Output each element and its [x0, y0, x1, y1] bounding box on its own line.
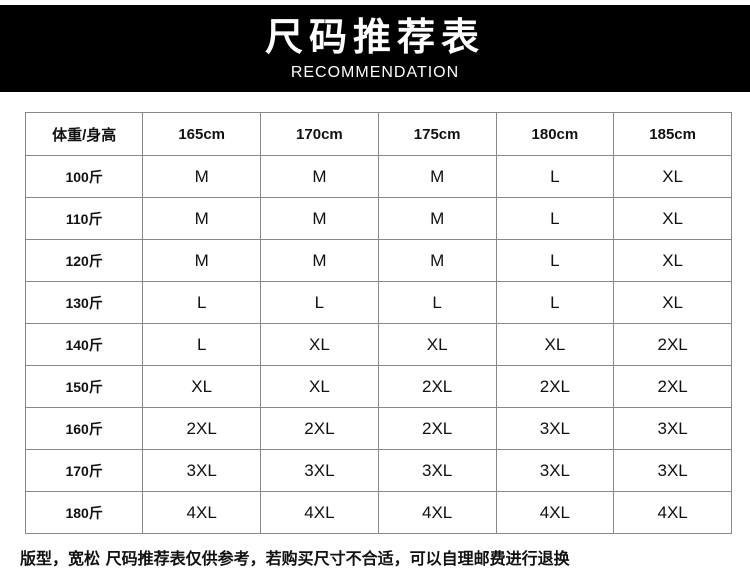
size-cell: 2XL	[613, 323, 732, 366]
size-cell: XL	[613, 197, 732, 240]
size-cell: L	[495, 281, 615, 324]
size-cell: M	[377, 239, 497, 282]
size-cell: XL	[613, 281, 732, 324]
size-cell: 3XL	[377, 449, 497, 492]
table-row: 110斤 M M M L XL	[24, 197, 732, 240]
size-cell: M	[377, 155, 497, 198]
size-cell: M	[142, 239, 262, 282]
size-cell: M	[142, 155, 262, 198]
row-header: 170斤	[24, 449, 144, 492]
size-cell: 3XL	[613, 407, 732, 450]
row-header: 150斤	[24, 365, 144, 408]
size-cell: 4XL	[495, 491, 615, 534]
size-cell: M	[142, 197, 262, 240]
size-cell: 2XL	[377, 407, 497, 450]
title-banner: 尺码推荐表 RECOMMENDATION	[0, 5, 750, 92]
table-row: 120斤 M M M L XL	[24, 239, 732, 282]
size-cell: 3XL	[613, 449, 732, 492]
size-cell: M	[260, 155, 379, 198]
size-cell: L	[142, 323, 262, 366]
column-header: 170cm	[260, 112, 379, 156]
size-cell: XL	[495, 323, 615, 366]
table-row: 100斤 M M M L XL	[24, 155, 732, 198]
table-row: 170斤 3XL 3XL 3XL 3XL 3XL	[24, 449, 732, 492]
row-header: 120斤	[24, 239, 144, 282]
table-row: 130斤 L L L L XL	[24, 281, 732, 324]
column-header: 180cm	[495, 112, 615, 156]
size-cell: XL	[377, 323, 497, 366]
row-header: 160斤	[24, 407, 144, 450]
column-header: 185cm	[613, 112, 732, 156]
size-cell: XL	[142, 365, 262, 408]
table-row: 150斤 XL XL 2XL 2XL 2XL	[24, 365, 732, 408]
size-cell: 3XL	[495, 407, 615, 450]
table-header-row: 体重/身高 165cm 170cm 175cm 180cm 185cm	[24, 112, 732, 156]
size-cell: 4XL	[613, 491, 732, 534]
size-cell: 2XL	[260, 407, 379, 450]
size-cell: M	[260, 239, 379, 282]
page-title: 尺码推荐表	[264, 15, 485, 59]
size-cell: 4XL	[377, 491, 497, 534]
corner-header: 体重/身高	[24, 112, 144, 156]
size-cell: 3XL	[260, 449, 379, 492]
table-row: 140斤 L XL XL XL 2XL	[24, 323, 732, 366]
table-row: 180斤 4XL 4XL 4XL 4XL 4XL	[24, 491, 732, 534]
size-cell: 3XL	[495, 449, 615, 492]
size-table: 体重/身高 165cm 170cm 175cm 180cm 185cm 100斤…	[24, 112, 732, 534]
size-cell: 4XL	[260, 491, 379, 534]
size-cell: L	[142, 281, 262, 324]
size-cell: M	[377, 197, 497, 240]
size-cell: 3XL	[142, 449, 262, 492]
page-subtitle: RECOMMENDATION	[290, 64, 460, 81]
size-cell: 2XL	[495, 365, 615, 408]
size-cell: L	[260, 281, 379, 324]
row-header: 110斤	[24, 197, 144, 240]
footer-note: 版型，宽松 尺码推荐表仅供参考，若购买尺寸不合适，可以自理邮费进行退换	[20, 549, 570, 568]
column-header: 165cm	[142, 112, 262, 156]
size-cell: M	[260, 197, 379, 240]
size-cell: XL	[613, 155, 732, 198]
row-header: 130斤	[24, 281, 144, 324]
size-cell: 4XL	[142, 491, 262, 534]
column-header: 175cm	[377, 112, 497, 156]
size-cell: XL	[613, 239, 732, 282]
size-cell: 2XL	[377, 365, 497, 408]
size-cell: XL	[260, 365, 379, 408]
table-row: 160斤 2XL 2XL 2XL 3XL 3XL	[24, 407, 732, 450]
size-cell: 2XL	[142, 407, 262, 450]
size-cell: L	[377, 281, 497, 324]
size-cell: L	[495, 155, 615, 198]
size-cell: XL	[260, 323, 379, 366]
size-cell: L	[495, 197, 615, 240]
size-cell: L	[495, 239, 615, 282]
row-header: 140斤	[24, 323, 144, 366]
row-header: 100斤	[24, 155, 144, 198]
row-header: 180斤	[24, 491, 144, 534]
size-cell: 2XL	[613, 365, 732, 408]
